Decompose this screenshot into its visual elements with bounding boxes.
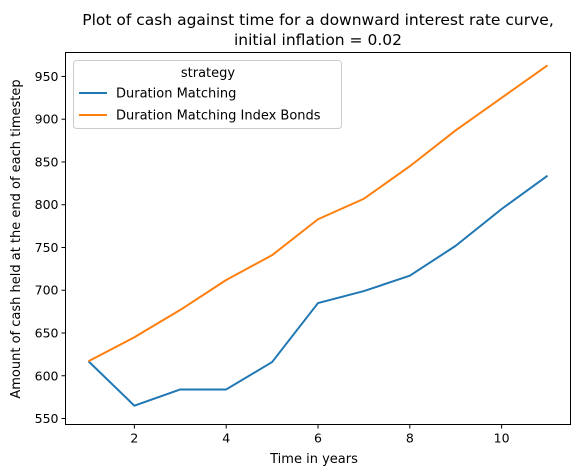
y-axis-ticks: 550 600 650 700 750 800 850 900 950 bbox=[35, 69, 66, 426]
y-tick-label: 600 bbox=[35, 368, 59, 383]
series-line-duration-matching bbox=[87, 174, 549, 407]
x-tick-label: 10 bbox=[494, 431, 510, 446]
y-tick-label: 650 bbox=[35, 325, 59, 340]
series-layer bbox=[87, 64, 549, 407]
plot-area: 2 4 6 8 10 550 600 650 700 750 800 850 900 950 bbox=[35, 52, 571, 446]
y-tick-label: 950 bbox=[35, 69, 59, 84]
chart-title-line2: initial inflation = 0.02 bbox=[234, 31, 402, 49]
y-tick-label: 700 bbox=[35, 283, 59, 298]
x-tick-label: 6 bbox=[314, 431, 322, 446]
legend: strategy Duration Matching Duration Matc… bbox=[73, 60, 342, 129]
y-axis-label: Amount of cash held at the end of each t… bbox=[9, 79, 24, 398]
x-tick-label: 4 bbox=[222, 431, 230, 446]
y-tick-label: 850 bbox=[35, 154, 59, 169]
y-tick-label: 750 bbox=[35, 240, 59, 255]
y-tick-label: 550 bbox=[35, 411, 59, 426]
chart-title-line1: Plot of cash against time for a downward… bbox=[82, 11, 554, 29]
x-tick-label: 8 bbox=[406, 431, 414, 446]
y-tick-label: 800 bbox=[35, 197, 59, 212]
y-tick-label: 900 bbox=[35, 112, 59, 127]
legend-entry-duration-matching: Duration Matching bbox=[116, 87, 236, 102]
x-axis-label: Time in years bbox=[269, 452, 358, 467]
x-axis-ticks: 2 4 6 8 10 bbox=[130, 424, 510, 446]
x-tick-label: 2 bbox=[130, 431, 138, 446]
legend-title: strategy bbox=[181, 66, 236, 81]
legend-entry-duration-matching-index-bonds: Duration Matching Index Bonds bbox=[116, 109, 321, 124]
series-line-duration-matching-index-bonds bbox=[87, 64, 549, 363]
legend-box bbox=[73, 60, 342, 129]
